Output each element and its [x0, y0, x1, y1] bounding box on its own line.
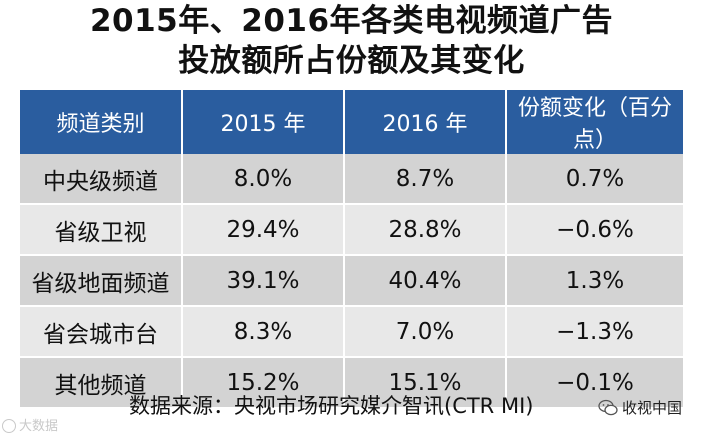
- cell-2016: 28.8%: [344, 204, 507, 256]
- header-channel-type: 频道类别: [20, 90, 183, 154]
- header-2016: 2016 年: [344, 90, 507, 154]
- cell-2016: 8.7%: [344, 154, 507, 205]
- cell-channel: 省级卫视: [20, 204, 183, 256]
- cell-2015: 15.2%: [182, 357, 345, 409]
- ad-share-table: 频道类别 2015 年 2016 年 份额变化（百分点） 中央级频道 8.0% …: [20, 90, 683, 409]
- cell-2016: 40.4%: [344, 255, 507, 307]
- cell-channel: 中央级频道: [20, 154, 183, 205]
- page-subtitle: 投放额所占份额及其变化: [178, 43, 525, 79]
- watermark-right-text: 收视中国: [622, 399, 683, 417]
- page-title: 2015年、2016年各类电视频道广告: [89, 3, 614, 39]
- cell-change: 1.3%: [506, 255, 683, 307]
- cell-2015: 8.3%: [182, 306, 345, 358]
- cell-2016: 15.1%: [344, 357, 507, 409]
- table-row: 省级地面频道 39.1% 40.4% 1.3%: [20, 255, 683, 307]
- cell-change: −1.3%: [506, 306, 683, 358]
- header-share-change: 份额变化（百分点）: [506, 90, 683, 154]
- cell-change: −0.6%: [506, 204, 683, 256]
- table-row: 省级卫视 29.4% 28.8% −0.6%: [20, 204, 683, 256]
- cell-channel: 其他频道: [20, 357, 183, 409]
- cell-2015: 8.0%: [182, 154, 345, 205]
- table-row: 其他频道 15.2% 15.1% −0.1%: [20, 357, 683, 409]
- watermark-left-text: 大数据: [19, 419, 59, 434]
- cell-2015: 29.4%: [182, 204, 345, 256]
- watermark-left: 大数据: [2, 415, 58, 434]
- watermark-logo-icon: [2, 419, 16, 433]
- watermark-right: 收视中国: [598, 397, 682, 418]
- cell-change: 0.7%: [506, 154, 683, 205]
- cell-2016: 7.0%: [344, 306, 507, 358]
- header-2015: 2015 年: [182, 90, 345, 154]
- cell-change: −0.1%: [506, 357, 683, 409]
- cell-channel: 省级地面频道: [20, 255, 183, 307]
- data-source-note: 数据来源：央视市场研究媒介智讯(CTR MI): [129, 394, 534, 418]
- table-row: 省会城市台 8.3% 7.0% −1.3%: [20, 306, 683, 358]
- table-row: 中央级频道 8.0% 8.7% 0.7%: [20, 154, 683, 205]
- cell-channel: 省会城市台: [20, 306, 183, 358]
- cell-2015: 39.1%: [182, 255, 345, 307]
- table-header-row: 频道类别 2015 年 2016 年 份额变化（百分点）: [20, 90, 683, 154]
- wechat-icon: [598, 399, 618, 416]
